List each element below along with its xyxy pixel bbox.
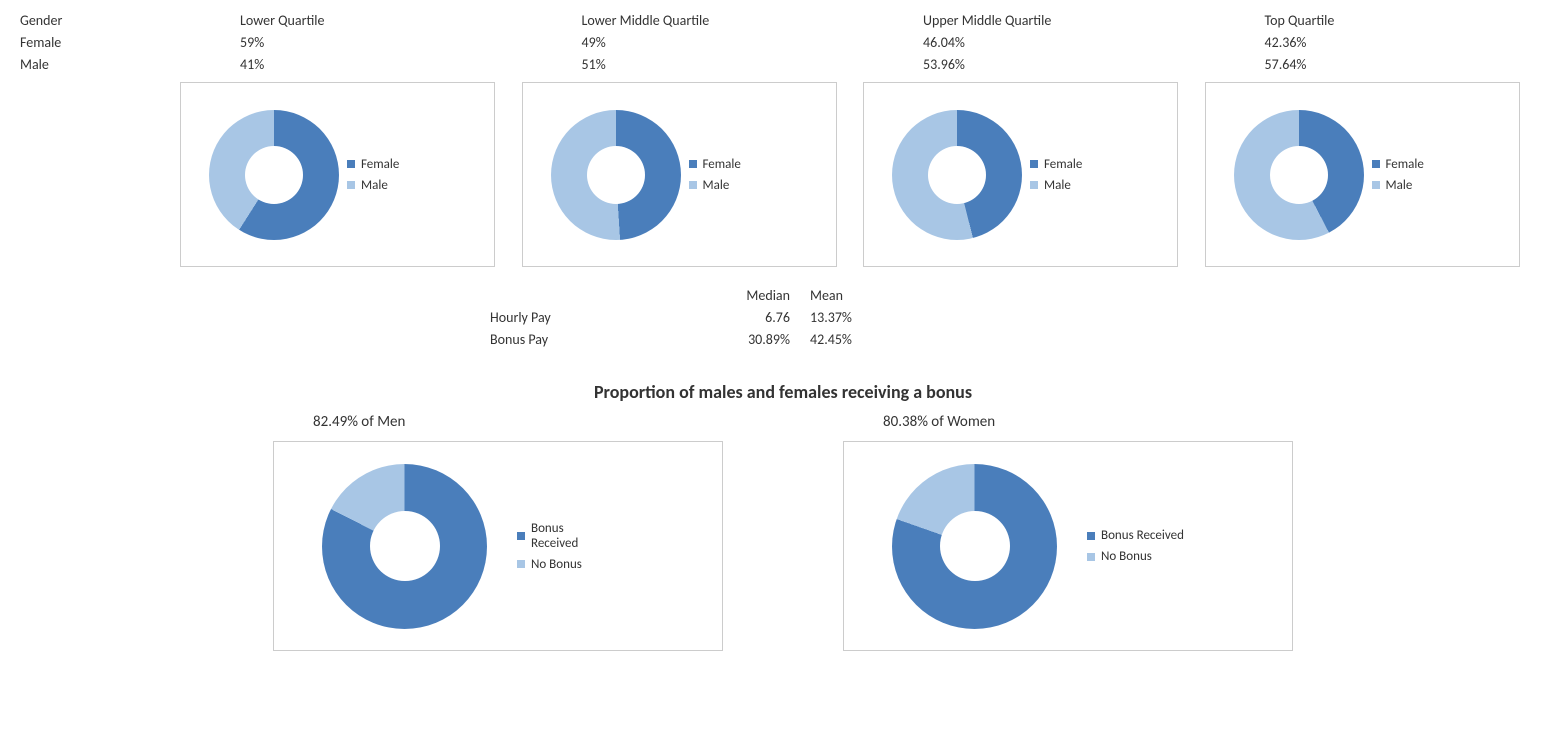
- donut-chart: [892, 464, 1057, 629]
- quartile-header: Top Quartile 42.36% 57.64%: [1205, 10, 1547, 76]
- legend-item-bonus: BonusReceived: [517, 521, 582, 551]
- pay-median-value: 6.76: [630, 307, 810, 329]
- donut-chart: [209, 110, 339, 240]
- quartile-top: Top Quartile 42.36% 57.64% Female Male: [1205, 10, 1547, 267]
- bonus-chart-box: BonusReceived No Bonus: [273, 441, 723, 651]
- quartile-lower-middle: Lower Middle Quartile 49% 51% Female Mal…: [522, 10, 864, 267]
- quartile-lower: Lower Quartile 59% 41% Female Male: [180, 10, 522, 267]
- male-value: 41%: [180, 54, 522, 76]
- quartile-chart-box: Female Male: [1205, 82, 1520, 267]
- quartile-chart-box: Female Male: [863, 82, 1178, 267]
- quartile-header: Lower Quartile 59% 41%: [180, 10, 522, 76]
- swatch-nobonus: [517, 560, 525, 568]
- quartile-title: Upper Middle Quartile: [863, 10, 1205, 32]
- swatch-bonus: [517, 532, 525, 540]
- legend-item-male: Male: [1372, 178, 1424, 193]
- chart-legend: Female Male: [1030, 151, 1082, 199]
- quartile-title: Lower Quartile: [180, 10, 522, 32]
- chart-legend: Female Male: [689, 151, 741, 199]
- pay-median-value: 30.89%: [630, 329, 810, 351]
- legend-item-nobonus: No Bonus: [1087, 549, 1184, 564]
- mean-header: Mean: [810, 285, 990, 307]
- swatch-male: [1372, 181, 1380, 189]
- bonus-chart-box: Bonus Received No Bonus: [843, 441, 1293, 651]
- bonus-section-title: Proportion of males and females receivin…: [20, 381, 1546, 403]
- legend-item-male: Male: [1030, 178, 1082, 193]
- legend-item-bonus: Bonus Received: [1087, 528, 1184, 543]
- swatch-female: [347, 160, 355, 168]
- chart-legend: Bonus Received No Bonus: [1087, 522, 1184, 570]
- legend-item-female: Female: [1372, 157, 1424, 172]
- bonus-women: 80.38% of Women Bonus Received No Bonus: [843, 413, 1293, 651]
- gender-labels-column: Gender Female Male: [20, 10, 180, 76]
- bonus-men-label: 82.49% of Men: [313, 413, 405, 431]
- legend-item-nobonus: No Bonus: [517, 557, 582, 572]
- chart-legend: Female Male: [1372, 151, 1424, 199]
- male-value: 53.96%: [863, 54, 1205, 76]
- swatch-nobonus: [1087, 553, 1095, 561]
- donut-chart: [1234, 110, 1364, 240]
- pay-mean-value: 13.37%: [810, 307, 990, 329]
- quartile-title: Lower Middle Quartile: [522, 10, 864, 32]
- pay-mean-value: 42.45%: [810, 329, 990, 351]
- quartile-title: Top Quartile: [1205, 10, 1547, 32]
- female-value: 59%: [180, 32, 522, 54]
- quartile-row: Gender Female Male Lower Quartile 59% 41…: [20, 10, 1546, 267]
- legend-item-male: Male: [347, 178, 399, 193]
- donut-chart: [892, 110, 1022, 240]
- swatch-male: [1030, 181, 1038, 189]
- male-value: 57.64%: [1205, 54, 1547, 76]
- swatch-male: [347, 181, 355, 189]
- swatch-female: [1030, 160, 1038, 168]
- donut-chart: [551, 110, 681, 240]
- quartile-upper-middle: Upper Middle Quartile 46.04% 53.96% Fema…: [863, 10, 1205, 267]
- swatch-female: [689, 160, 697, 168]
- legend-item-female: Female: [347, 157, 399, 172]
- legend-item-male: Male: [689, 178, 741, 193]
- swatch-male: [689, 181, 697, 189]
- gender-header: Gender: [20, 10, 180, 32]
- pay-row-label: Hourly Pay: [490, 307, 630, 329]
- bonus-men: 82.49% of Men BonusReceived No Bonus: [273, 413, 723, 651]
- legend-item-female: Female: [689, 157, 741, 172]
- male-label: Male: [20, 54, 180, 76]
- chart-legend: Female Male: [347, 151, 399, 199]
- female-value: 49%: [522, 32, 864, 54]
- donut-chart: [322, 464, 487, 629]
- legend-item-female: Female: [1030, 157, 1082, 172]
- swatch-female: [1372, 160, 1380, 168]
- male-value: 51%: [522, 54, 864, 76]
- swatch-bonus: [1087, 532, 1095, 540]
- quartile-header: Lower Middle Quartile 49% 51%: [522, 10, 864, 76]
- quartile-chart-box: Female Male: [522, 82, 837, 267]
- bonus-women-label: 80.38% of Women: [883, 413, 995, 431]
- median-header: Median: [630, 285, 810, 307]
- female-value: 42.36%: [1205, 32, 1547, 54]
- quartile-header: Upper Middle Quartile 46.04% 53.96%: [863, 10, 1205, 76]
- pay-row-label: Bonus Pay: [490, 329, 630, 351]
- bonus-row: 82.49% of Men BonusReceived No Bonus 80.…: [20, 413, 1546, 651]
- pay-gap-table: Median Mean Hourly Pay 6.76 13.37% Bonus…: [490, 285, 1546, 351]
- quartile-chart-box: Female Male: [180, 82, 495, 267]
- female-value: 46.04%: [863, 32, 1205, 54]
- chart-legend: BonusReceived No Bonus: [517, 515, 582, 578]
- female-label: Female: [20, 32, 180, 54]
